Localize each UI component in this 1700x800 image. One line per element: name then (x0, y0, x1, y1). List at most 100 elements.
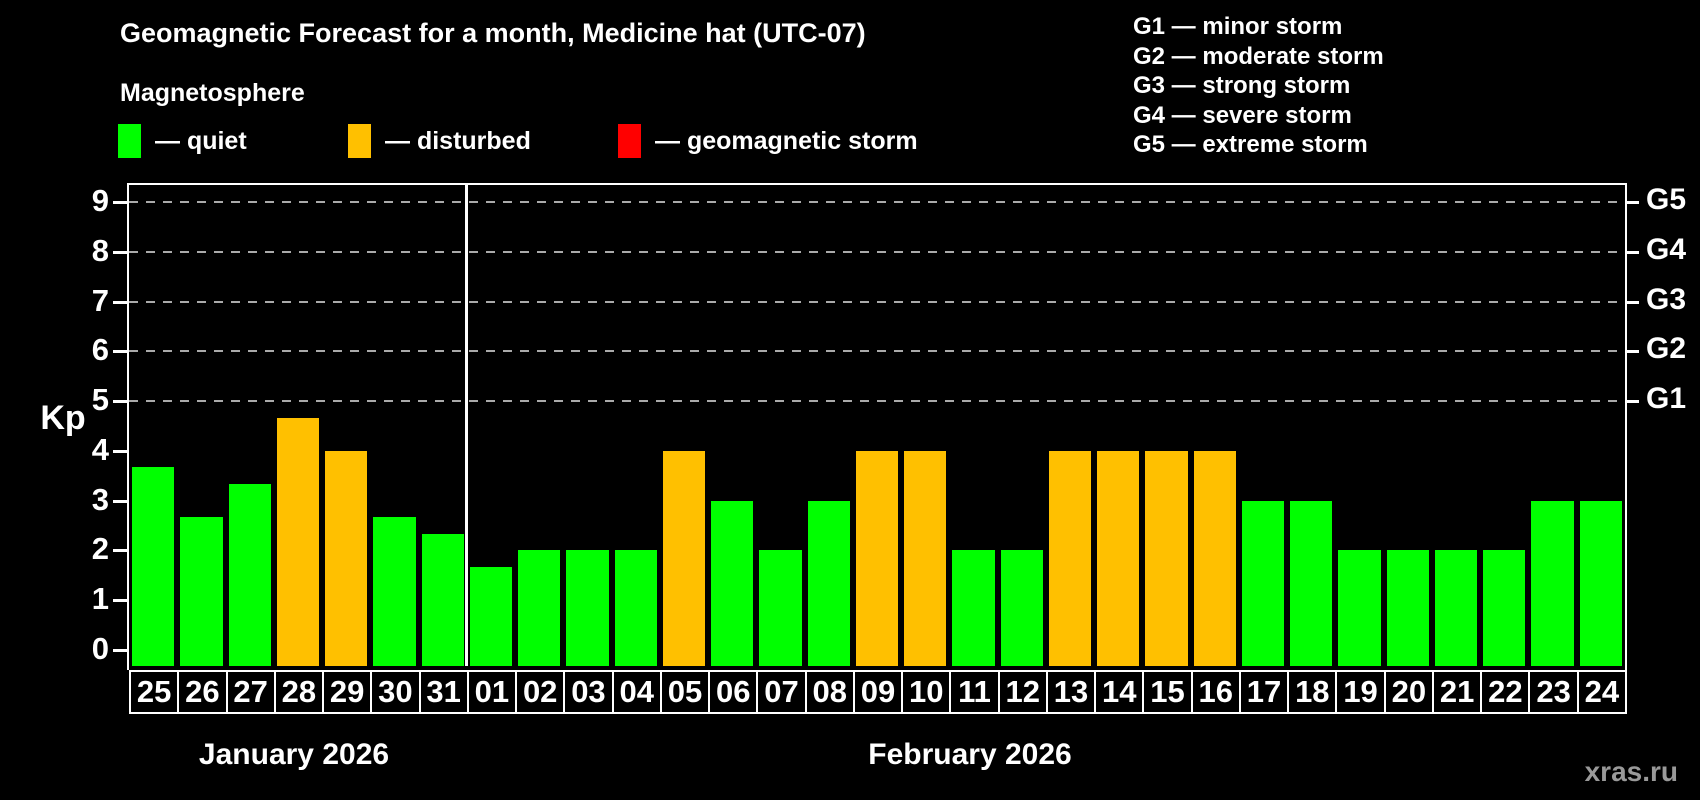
gridline-kp-6 (129, 350, 1625, 353)
day-label-05: 05 (659, 670, 711, 714)
y-axis-tick-label-3: 3 (91, 481, 109, 517)
bar-day-23 (1531, 500, 1574, 666)
quiet-color-swatch (118, 124, 141, 158)
day-label-12: 12 (997, 670, 1048, 714)
right-axis-label-G1: G1 (1646, 382, 1687, 416)
g-legend-line-1: G1 — minor storm (1133, 13, 1343, 40)
bar-day-16 (1193, 450, 1236, 666)
bar-day-12 (1000, 550, 1043, 666)
storm-legend-label: — geomagnetic storm (655, 126, 918, 155)
left-tick-kp-0 (113, 649, 127, 652)
month-label-2: February 2026 (868, 738, 1072, 771)
y-axis-tick-label-0: 0 (91, 631, 109, 666)
y-axis-tick-label-6: 6 (91, 332, 109, 368)
day-label-30: 30 (370, 670, 421, 714)
bar-day-20 (1386, 550, 1429, 666)
day-label-17: 17 (1238, 670, 1290, 714)
day-label-15: 15 (1142, 670, 1193, 714)
left-tick-kp-1 (113, 599, 127, 603)
right-axis-label-G5: G5 (1646, 182, 1687, 216)
quiet-legend-label: — quiet (155, 126, 247, 155)
day-label-27: 27 (225, 670, 276, 714)
day-label-24: 24 (1576, 670, 1627, 714)
month-label-1: January 2026 (198, 738, 390, 771)
left-tick-kp-7 (113, 300, 127, 304)
day-label-07: 07 (756, 670, 807, 714)
g-legend-line-3: G3 — strong storm (1133, 72, 1351, 99)
left-tick-kp-6 (113, 350, 127, 354)
right-tick-minor-kp-6 (1625, 350, 1639, 354)
day-label-26: 26 (177, 670, 228, 714)
plot-frame (127, 183, 1627, 670)
bar-day-07 (759, 550, 802, 666)
right-tick-minor-kp-9 (1625, 200, 1639, 204)
gridline-kp-7 (129, 300, 1625, 303)
g-legend-line-4: G4 — severe storm (1133, 101, 1352, 129)
left-tick-kp-2 (113, 549, 127, 553)
day-label-13: 13 (1045, 670, 1097, 714)
legend-item-storm: — geomagnetic storm (618, 123, 918, 159)
right-axis-label-G2: G2 (1646, 332, 1687, 366)
day-label-23: 23 (1528, 670, 1579, 714)
day-label-03: 03 (563, 670, 614, 714)
bar-day-06 (711, 500, 754, 666)
y-axis-title: Kp (40, 399, 86, 437)
bar-day-30 (373, 517, 416, 666)
bar-day-25 (132, 467, 175, 666)
bar-day-28 (276, 417, 320, 666)
bar-day-05 (662, 450, 706, 666)
right-axis-label-G3: G3 (1646, 282, 1687, 316)
day-label-08: 08 (804, 670, 855, 714)
bar-day-19 (1338, 550, 1381, 666)
day-label-19: 19 (1335, 670, 1386, 714)
day-label-09: 09 (852, 670, 904, 714)
y-axis-tick-label-4: 4 (91, 431, 109, 467)
day-label-04: 04 (611, 670, 662, 714)
bar-day-18 (1290, 500, 1333, 666)
bar-day-04 (614, 550, 657, 666)
y-axis-tick-label-5: 5 (91, 382, 109, 418)
day-label-06: 06 (708, 670, 759, 714)
g-legend-line-5: G5 — extreme storm (1133, 131, 1368, 158)
bar-day-26 (180, 517, 223, 666)
left-tick-kp-9 (113, 200, 127, 204)
bar-day-13 (1048, 450, 1092, 666)
y-axis-tick-label-8: 8 (91, 232, 109, 268)
right-tick-minor-kp-5 (1625, 400, 1639, 404)
left-tick-kp-8 (113, 250, 127, 254)
left-tick-kp-3 (113, 499, 127, 503)
right-tick-minor-kp-8 (1625, 250, 1639, 254)
disturbed-color-swatch (348, 124, 371, 158)
day-label-10: 10 (901, 670, 952, 714)
bar-day-10 (904, 450, 947, 666)
chart-title: Geomagnetic Forecast for a month, Medici… (120, 18, 866, 48)
y-axis-tick-label-7: 7 (91, 282, 109, 318)
day-label-16: 16 (1190, 670, 1241, 714)
g-scale-legend: G1 — minor storm G2 — moderate storm G3 — … (1133, 12, 1384, 160)
day-label-22: 22 (1480, 670, 1531, 714)
gridline-kp-9 (129, 200, 1625, 203)
left-tick-kp-5 (113, 400, 127, 404)
bar-day-29 (325, 450, 368, 666)
day-label-29: 29 (322, 670, 373, 714)
g-legend-line-2: G2 — moderate storm (1133, 42, 1384, 70)
month-divider (465, 185, 469, 666)
bar-day-24 (1579, 500, 1622, 666)
disturbed-legend-label: — disturbed (385, 126, 531, 155)
storm-color-swatch (618, 124, 641, 158)
left-tick-kp-4 (113, 449, 127, 453)
legend-item-disturbed: — disturbed (348, 123, 531, 159)
chart-subtitle: Magnetosphere (120, 79, 305, 107)
y-axis-tick-label-9: 9 (91, 182, 109, 218)
bar-day-08 (807, 500, 850, 666)
day-label-31: 31 (418, 670, 469, 714)
bar-day-22 (1483, 550, 1526, 666)
day-label-18: 18 (1287, 670, 1338, 714)
day-label-14: 14 (1094, 670, 1145, 714)
bar-day-01 (469, 566, 513, 666)
bar-day-15 (1145, 450, 1188, 666)
right-tick-minor-kp-7 (1625, 300, 1639, 304)
bar-day-27 (228, 484, 271, 666)
day-label-20: 20 (1383, 670, 1434, 714)
